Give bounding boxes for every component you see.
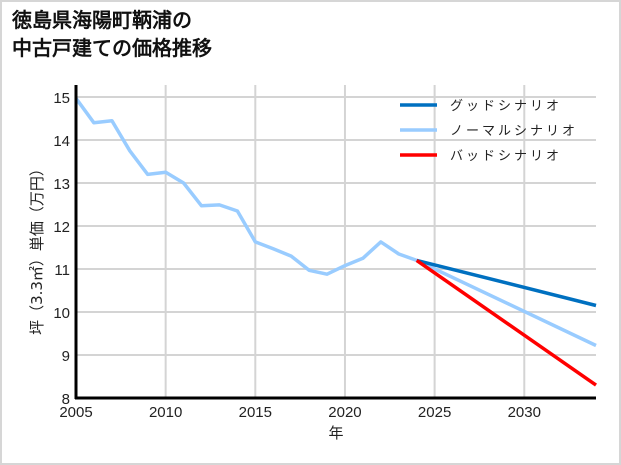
x-tick-label: 2010: [149, 404, 182, 421]
x-tick-label: 2030: [508, 404, 541, 421]
x-tick-label: 2005: [59, 404, 92, 421]
x-tick-label: 2015: [239, 404, 272, 421]
y-axis-label: 坪（3.3㎡）単価（万円）: [28, 161, 46, 335]
x-axis-label: 年: [328, 424, 343, 442]
y-tick-label: 13: [53, 176, 70, 193]
y-tick-label: 14: [53, 133, 70, 150]
y-tick-label: 10: [53, 305, 70, 322]
y-tick-label: 8: [62, 391, 70, 408]
y-tick-label: 11: [54, 262, 70, 279]
x-tick-label: 2025: [418, 404, 451, 421]
data-lines: [74, 97, 597, 387]
series-line: [416, 258, 597, 308]
series-line: [74, 97, 597, 348]
axes: [74, 85, 596, 400]
y-tick-label: 9: [62, 348, 70, 365]
legend-item: グッドシナリオ: [400, 99, 562, 114]
legend-label: バッドシナリオ: [450, 149, 562, 164]
y-tick-label: 12: [53, 219, 70, 236]
x-tick-label: 2020: [328, 404, 361, 421]
chart-title: 徳島県海陽町鞆浦の 中古戸建ての価格推移: [12, 8, 212, 60]
legend-label: グッドシナリオ: [450, 99, 562, 114]
tick-labels: 8 9 10 11 12 13 14 15 2005 2010 2015 2020 2025 2030: [53, 90, 541, 421]
legend-label: ノーマルシナリオ: [450, 124, 578, 139]
series-line: [415, 258, 597, 387]
legend-item: ノーマルシナリオ: [400, 124, 578, 139]
legend-item: バッドシナリオ: [400, 149, 562, 164]
y-tick-label: 15: [53, 90, 70, 107]
